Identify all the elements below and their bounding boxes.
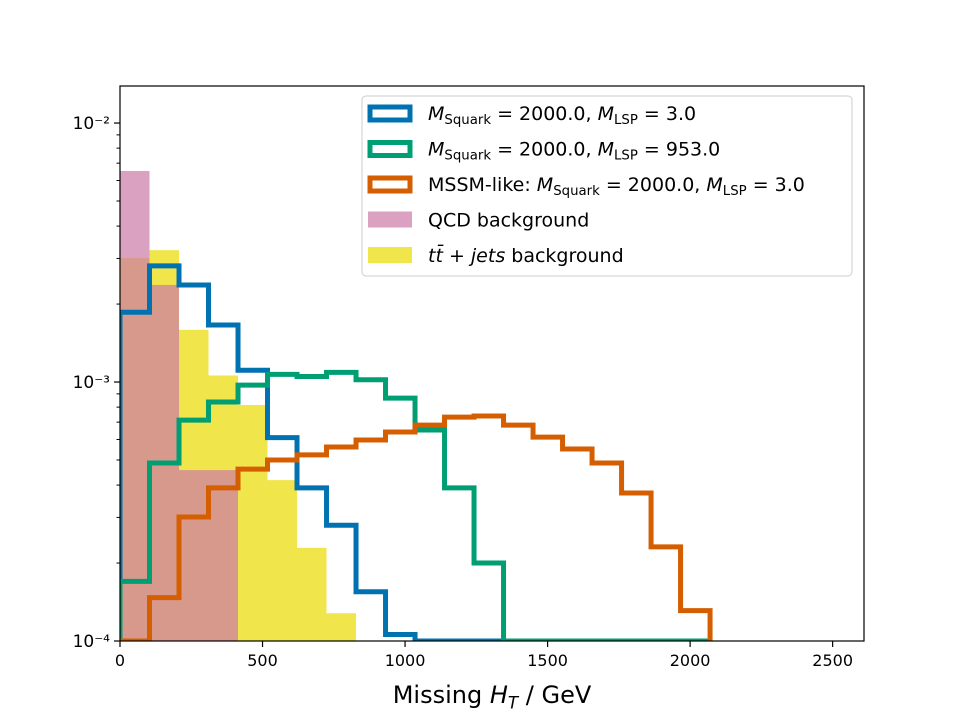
hist-step bbox=[120, 263, 711, 641]
legend-swatch bbox=[367, 175, 413, 194]
legend-box bbox=[361, 95, 853, 277]
x-axis-label: Missing HT​ / GeV bbox=[393, 681, 592, 712]
x-tick-label: 2000 bbox=[670, 651, 711, 670]
legend-label: MSSM-like: MSquark​ = 2000.0, MLSP​ = 3.… bbox=[428, 174, 805, 199]
legend-label: MSquark​ = 2000.0, MLSP​ = 953.0 bbox=[428, 139, 720, 164]
x-tick-label: 1000 bbox=[385, 651, 426, 670]
hist-bar bbox=[238, 405, 268, 641]
x-tick-label: 500 bbox=[247, 651, 278, 670]
hist-bar bbox=[297, 547, 327, 641]
y-tick-label: 10⁻³ bbox=[73, 373, 110, 393]
axes-frame bbox=[119, 85, 865, 642]
hist-bar bbox=[326, 613, 357, 641]
axes: 0 500 1000 1500 2000 2500 10⁻⁴ 10⁻³ 10⁻² Missing … bbox=[73, 85, 865, 712]
x-tick-label: 0 bbox=[115, 651, 125, 670]
hist-step bbox=[120, 413, 713, 641]
x-tick-label: 1500 bbox=[527, 651, 568, 670]
plot-area bbox=[120, 170, 713, 641]
legend: MSquark​ = 2000.0, MLSP​ = 3.0 MSquark​ =… bbox=[361, 95, 853, 277]
legend-label: tt̄ + jets background bbox=[428, 243, 624, 267]
legend-swatch bbox=[367, 104, 413, 123]
y-tick-label: 10⁻⁴ bbox=[73, 632, 111, 652]
legend-label: MSquark​ = 2000.0, MLSP​ = 3.0 bbox=[428, 103, 696, 128]
legend-swatch bbox=[368, 211, 412, 228]
hist-bar bbox=[179, 470, 209, 641]
hist-bar bbox=[267, 480, 298, 641]
hist-bar bbox=[120, 170, 150, 641]
y-tick-label: 10⁻² bbox=[73, 114, 110, 134]
hist-bar bbox=[208, 470, 239, 641]
legend-swatch bbox=[368, 247, 412, 263]
x-tick-label: 2500 bbox=[812, 651, 853, 670]
hist-step bbox=[120, 369, 711, 641]
legend-swatch bbox=[367, 140, 413, 158]
legend-label: QCD background bbox=[428, 210, 589, 232]
